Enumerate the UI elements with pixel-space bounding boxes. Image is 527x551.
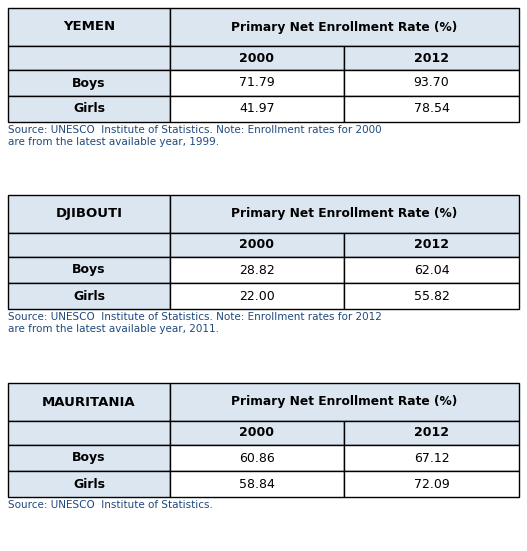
Bar (344, 70, 519, 96)
Text: Source: UNESCO  Institute of Statistics. Note: Enrollment rates for 2000
are fro: Source: UNESCO Institute of Statistics. … (8, 125, 382, 147)
Bar (8, 421, 170, 445)
Text: 78.54: 78.54 (414, 102, 450, 116)
Text: 93.70: 93.70 (414, 77, 450, 89)
Bar (8, 96, 170, 122)
Text: 60.86: 60.86 (239, 451, 275, 464)
Text: Boys: Boys (72, 451, 106, 464)
Bar (8, 233, 170, 257)
Bar (8, 383, 170, 421)
Text: Primary Net Enrollment Rate (%): Primary Net Enrollment Rate (%) (231, 208, 457, 220)
Text: Girls: Girls (73, 478, 105, 490)
Text: 2000: 2000 (239, 426, 275, 440)
Bar (8, 70, 170, 96)
Bar (170, 283, 344, 309)
Bar (170, 383, 519, 421)
Bar (170, 421, 344, 445)
Bar (170, 233, 344, 257)
Bar (344, 46, 519, 70)
Text: 2012: 2012 (414, 239, 449, 251)
Text: DJIBOUTI: DJIBOUTI (55, 208, 122, 220)
Text: 2012: 2012 (414, 51, 449, 64)
Bar (8, 195, 170, 233)
Text: 58.84: 58.84 (239, 478, 275, 490)
Bar (170, 471, 344, 497)
Text: 41.97: 41.97 (239, 102, 275, 116)
Bar (344, 96, 519, 122)
Bar (8, 46, 170, 70)
Bar (344, 445, 519, 471)
Text: 2000: 2000 (239, 239, 275, 251)
Text: Boys: Boys (72, 263, 106, 277)
Text: Source: UNESCO  Institute of Statistics.: Source: UNESCO Institute of Statistics. (8, 500, 213, 510)
Text: 72.09: 72.09 (414, 478, 450, 490)
Bar (170, 257, 344, 283)
Text: Girls: Girls (73, 102, 105, 116)
Text: Girls: Girls (73, 289, 105, 302)
Bar (170, 96, 344, 122)
Text: Primary Net Enrollment Rate (%): Primary Net Enrollment Rate (%) (231, 396, 457, 408)
Bar (344, 233, 519, 257)
Bar (170, 195, 519, 233)
Text: Primary Net Enrollment Rate (%): Primary Net Enrollment Rate (%) (231, 20, 457, 34)
Text: Boys: Boys (72, 77, 106, 89)
Text: YEMEN: YEMEN (63, 20, 115, 34)
Bar (170, 70, 344, 96)
Bar (8, 8, 170, 46)
Bar (8, 283, 170, 309)
Bar (170, 46, 344, 70)
Bar (170, 445, 344, 471)
Text: 71.79: 71.79 (239, 77, 275, 89)
Bar (344, 421, 519, 445)
Bar (170, 8, 519, 46)
Bar (8, 257, 170, 283)
Text: 22.00: 22.00 (239, 289, 275, 302)
Bar (344, 257, 519, 283)
Text: 28.82: 28.82 (239, 263, 275, 277)
Bar (344, 471, 519, 497)
Text: 2012: 2012 (414, 426, 449, 440)
Text: 67.12: 67.12 (414, 451, 450, 464)
Bar (8, 445, 170, 471)
Text: 55.82: 55.82 (414, 289, 450, 302)
Text: 2000: 2000 (239, 51, 275, 64)
Text: Source: UNESCO  Institute of Statistics. Note: Enrollment rates for 2012
are fro: Source: UNESCO Institute of Statistics. … (8, 312, 382, 333)
Bar (8, 471, 170, 497)
Text: 62.04: 62.04 (414, 263, 450, 277)
Bar (344, 283, 519, 309)
Text: MAURITANIA: MAURITANIA (42, 396, 136, 408)
